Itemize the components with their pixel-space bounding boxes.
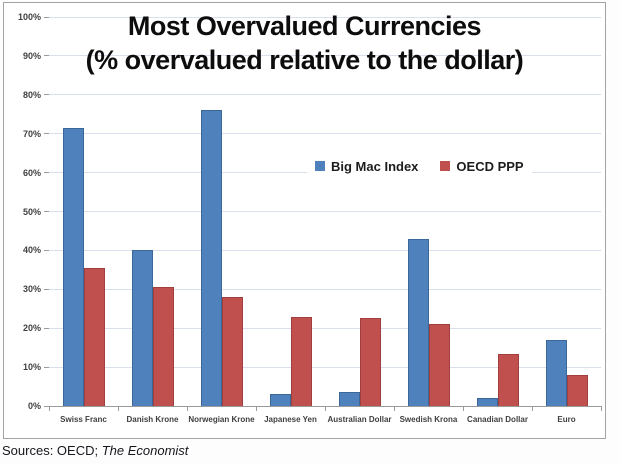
- gridline-20: [49, 327, 601, 329]
- y-axis-tick-80: [44, 94, 49, 96]
- x-axis-tick: [394, 406, 395, 411]
- y-axis-tick-100: [44, 16, 49, 18]
- gridline-100: [49, 16, 601, 18]
- x-axis-tick: [118, 406, 119, 411]
- x-axis-label-euro: Euro: [557, 415, 576, 424]
- chart-title: Most Overvalued Currencies (% overvalued…: [4, 9, 605, 77]
- legend-label-bigmac: Big Mac Index: [331, 158, 419, 174]
- category-slot-swiss-franc: Swiss Franc: [49, 17, 118, 424]
- y-axis-tick-10: [44, 366, 49, 368]
- bar-oecd-ppp-norwegian-krone: [221, 297, 243, 406]
- y-axis-label-80: 80%: [22, 89, 41, 100]
- bar-oecd-ppp-euro: [566, 374, 588, 406]
- category-slot-japanese-yen: Japanese Yen: [256, 17, 325, 424]
- bar-oecd-ppp-danish-krone: [152, 287, 174, 406]
- y-axis-tick-20: [44, 327, 49, 329]
- chart-frame: Most Overvalued Currencies (% overvalued…: [3, 2, 606, 439]
- y-axis-label-60: 60%: [22, 167, 41, 178]
- bar-big-mac-index-euro: [545, 339, 567, 406]
- category-slot-norwegian-krone: Norwegian Krone: [187, 17, 256, 424]
- category-slot-swedish-krona: Swedish Krona: [394, 17, 463, 424]
- x-axis-label-canadian-dollar: Canadian Dollar: [467, 415, 528, 424]
- bar-big-mac-index-danish-krone: [131, 250, 153, 406]
- x-axis-tick: [325, 406, 326, 411]
- bar-oecd-ppp-swiss-franc: [83, 267, 105, 406]
- x-axis-label-japanese-yen: Japanese Yen: [264, 415, 317, 424]
- y-axis-tick-40: [44, 249, 49, 251]
- legend-swatch-oecd: [440, 161, 451, 171]
- legend-item-oecd: OECD PPP: [440, 158, 524, 174]
- bar-big-mac-index-japanese-yen: [269, 394, 291, 406]
- y-axis-tick-70: [44, 133, 49, 135]
- x-axis-tick: [532, 406, 533, 411]
- y-axis-label-70: 70%: [22, 128, 41, 139]
- y-axis-label-100: 100%: [17, 12, 41, 22]
- gridline-10: [49, 366, 601, 368]
- gridline-50: [49, 211, 601, 212]
- bar-big-mac-index-swedish-krona: [407, 238, 429, 406]
- gridline-30: [49, 288, 601, 290]
- y-axis-tick-0: [44, 405, 49, 407]
- x-axis-label-swiss-franc: Swiss Franc: [60, 415, 107, 424]
- category-slot-canadian-dollar: Canadian Dollar: [463, 17, 532, 424]
- chart-title-line2: (% overvalued relative to the dollar): [85, 45, 524, 75]
- y-axis-label-30: 30%: [22, 284, 41, 295]
- gridline-40: [49, 249, 601, 251]
- x-axis-tick: [463, 406, 464, 411]
- y-axis-label-10: 10%: [22, 362, 41, 373]
- bar-oecd-ppp-swedish-krona: [428, 324, 450, 406]
- bar-oecd-ppp-japanese-yen: [290, 316, 312, 406]
- bar-big-mac-index-norwegian-krone: [200, 110, 222, 406]
- category-slot-danish-krone: Danish Krone: [118, 17, 187, 424]
- y-axis-tick-50: [44, 211, 49, 212]
- category-slot-euro: Euro: [532, 17, 601, 424]
- x-axis-tick: [601, 406, 602, 411]
- gridline-70: [49, 133, 601, 135]
- gridline-80: [49, 94, 601, 96]
- legend-label-oecd: OECD PPP: [456, 158, 524, 174]
- x-axis-label-australian-dollar: Australian Dollar: [327, 415, 392, 424]
- y-axis-tick-60: [44, 172, 49, 174]
- y-axis-label-90: 90%: [22, 50, 41, 61]
- plot-area: Big Mac Index OECD PPP 0% 10% 20% 30% 40% 50%…: [18, 12, 602, 424]
- sources-note: Sources: OECD; The Economist: [2, 443, 188, 458]
- x-axis-tick: [256, 406, 257, 411]
- gridline-90: [49, 55, 601, 57]
- bar-big-mac-index-swiss-franc: [62, 127, 84, 406]
- sources-publication: The Economist: [101, 443, 189, 458]
- y-axis-tick-30: [44, 288, 49, 290]
- sources-prefix: Sources: OECD;: [2, 443, 102, 458]
- x-axis-label-swedish-krona: Swedish Krona: [399, 415, 458, 424]
- x-axis-tick: [187, 406, 188, 411]
- x-axis-label-norwegian-krone: Norwegian Krone: [188, 415, 255, 424]
- y-axis-label-20: 20%: [22, 323, 41, 334]
- category-slot-australian-dollar: Australian Dollar: [325, 17, 394, 424]
- bar-big-mac-index-australian-dollar: [338, 392, 360, 406]
- x-axis-label-danish-krone: Danish Krone: [126, 415, 179, 424]
- legend-swatch-bigmac: [315, 161, 325, 171]
- bar-oecd-ppp-australian-dollar: [359, 318, 381, 406]
- legend-item-bigmac: Big Mac Index: [315, 159, 418, 174]
- legend: Big Mac Index OECD PPP: [307, 153, 532, 179]
- y-axis-label-0: 0%: [27, 401, 41, 411]
- y-axis-tick-90: [44, 55, 49, 57]
- x-axis-tick: [49, 406, 50, 411]
- bar-big-mac-index-canadian-dollar: [476, 398, 498, 406]
- bar-oecd-ppp-canadian-dollar: [497, 353, 519, 406]
- y-axis-label-50: 50%: [22, 206, 41, 217]
- chart-title-line1: Most Overvalued Currencies: [127, 11, 482, 41]
- y-axis-label-40: 40%: [22, 245, 41, 256]
